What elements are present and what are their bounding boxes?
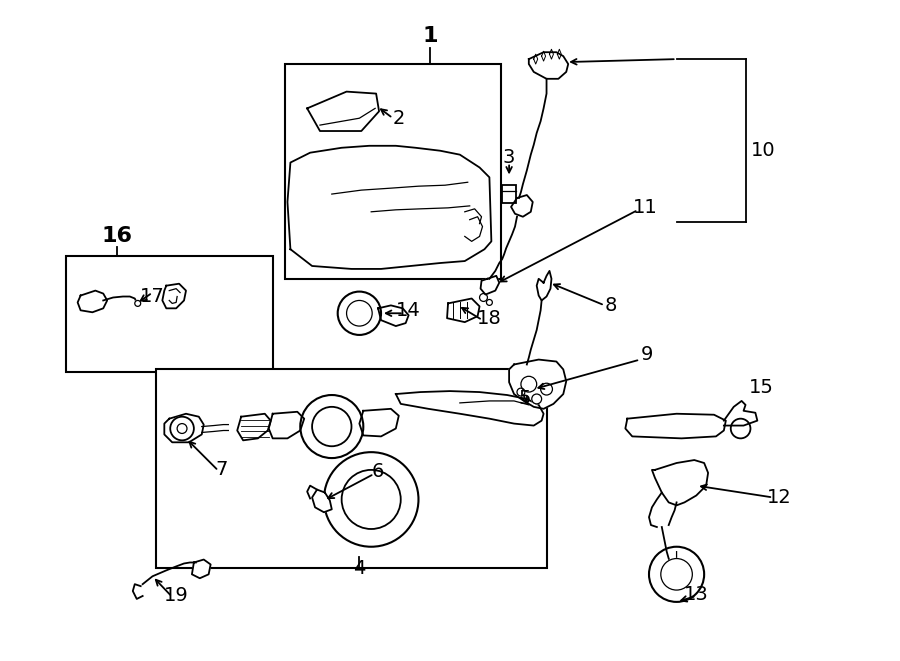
Circle shape — [480, 293, 488, 301]
Circle shape — [661, 559, 692, 590]
Polygon shape — [312, 490, 332, 512]
Polygon shape — [192, 559, 211, 578]
Text: 8: 8 — [605, 296, 617, 315]
Polygon shape — [307, 92, 379, 131]
Text: 15: 15 — [749, 377, 774, 397]
Circle shape — [486, 299, 492, 305]
Text: 5: 5 — [518, 389, 531, 408]
Circle shape — [346, 301, 373, 326]
Circle shape — [177, 424, 187, 434]
Polygon shape — [511, 195, 533, 217]
Polygon shape — [529, 52, 568, 79]
Polygon shape — [77, 291, 107, 312]
Bar — [502, 185, 516, 203]
Polygon shape — [447, 299, 480, 322]
Circle shape — [342, 470, 400, 529]
Polygon shape — [626, 414, 725, 438]
Text: 7: 7 — [215, 461, 228, 479]
Polygon shape — [509, 360, 566, 408]
Text: 1: 1 — [422, 26, 438, 46]
Circle shape — [312, 407, 352, 446]
Polygon shape — [378, 305, 409, 326]
Text: 13: 13 — [684, 584, 708, 603]
Circle shape — [521, 376, 536, 392]
Polygon shape — [652, 460, 708, 506]
Circle shape — [301, 395, 364, 458]
Circle shape — [517, 388, 525, 396]
Circle shape — [541, 383, 553, 395]
Polygon shape — [359, 408, 399, 436]
Text: 18: 18 — [477, 309, 502, 328]
Bar — [66, 256, 273, 372]
Circle shape — [324, 452, 418, 547]
Text: 16: 16 — [102, 227, 132, 247]
Text: 11: 11 — [633, 198, 657, 217]
Text: 17: 17 — [140, 287, 165, 306]
Polygon shape — [481, 276, 500, 295]
Polygon shape — [269, 412, 304, 438]
Circle shape — [731, 418, 751, 438]
Polygon shape — [396, 391, 544, 426]
Text: 2: 2 — [392, 108, 405, 128]
Circle shape — [532, 394, 542, 404]
Polygon shape — [165, 414, 203, 442]
Text: 3: 3 — [503, 148, 516, 167]
Circle shape — [170, 416, 194, 440]
Text: 9: 9 — [641, 345, 653, 364]
Circle shape — [649, 547, 704, 602]
Bar — [157, 369, 546, 568]
Polygon shape — [162, 284, 186, 308]
Circle shape — [338, 292, 381, 335]
Text: 19: 19 — [164, 586, 188, 605]
Text: 6: 6 — [372, 462, 384, 481]
Text: 10: 10 — [751, 141, 776, 160]
Polygon shape — [238, 414, 271, 440]
Text: 14: 14 — [396, 301, 421, 320]
Bar — [284, 64, 501, 279]
Polygon shape — [287, 146, 491, 269]
Text: 12: 12 — [767, 488, 791, 507]
Text: 4: 4 — [353, 559, 365, 578]
Circle shape — [135, 301, 140, 306]
